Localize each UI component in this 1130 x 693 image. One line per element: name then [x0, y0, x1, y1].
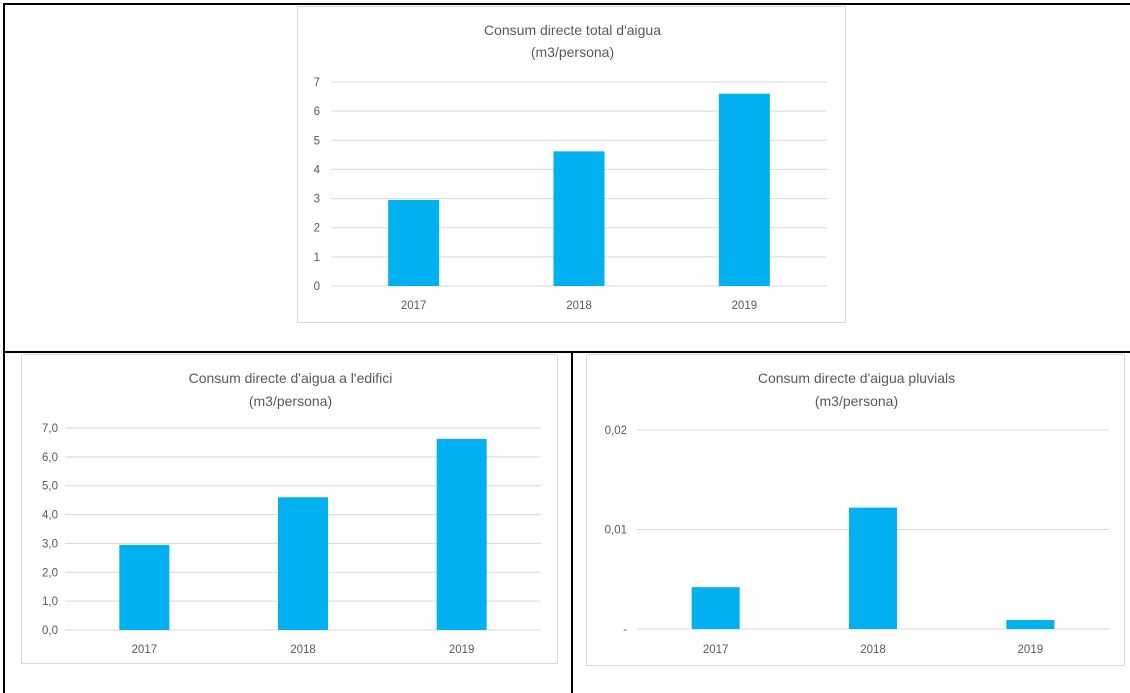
chart-panel-rainwater: Consum directe d'aigua pluvials (m3/perso…: [586, 354, 1125, 666]
table-frame-bottom-left: [3, 351, 573, 693]
x-category-label: 2019: [732, 300, 758, 312]
x-category-label: 2018: [290, 644, 316, 656]
chart-building-water-consumption: Consum directe d'aigua a l'edifici (m3/pe…: [42, 370, 541, 656]
bar-2018: [278, 497, 328, 630]
y-tick-label: 6,0: [42, 452, 58, 464]
y-tick-label: 5,0: [42, 481, 58, 493]
x-category-label: 2017: [132, 644, 158, 656]
chart-title: Consum directe d'aigua pluvials: [758, 370, 955, 386]
x-category-label: 2017: [703, 644, 729, 656]
chart-subtitle: (m3/persona): [531, 44, 614, 60]
y-tick-label: 0,01: [605, 525, 627, 537]
y-tick-label: 2: [314, 223, 320, 235]
bar-2019: [718, 93, 770, 287]
x-category-label: 2018: [566, 300, 592, 312]
y-tick-label: -: [623, 624, 627, 636]
y-tick-label: 4: [314, 164, 321, 176]
bar-2019: [436, 438, 487, 630]
chart-title: Consum directe d'aigua a l'edifici: [189, 370, 393, 386]
table-frame-top: [3, 3, 1130, 353]
y-tick-label: 0,0: [42, 625, 58, 637]
bar-2018: [849, 507, 897, 629]
x-category-label: 2017: [401, 300, 427, 312]
y-tick-label: 6: [314, 106, 320, 118]
bar-2017: [119, 544, 170, 630]
chart-subtitle: (m3/persona): [815, 393, 898, 409]
y-tick-label: 4,0: [42, 510, 58, 522]
y-tick-label: 3,0: [42, 538, 58, 550]
chart-rainwater-consumption: Consum directe d'aigua pluvials (m3/perso…: [605, 370, 1109, 656]
y-tick-label: 2,0: [42, 567, 58, 579]
y-tick-label: 0,02: [605, 425, 627, 437]
bar-2018: [553, 151, 605, 286]
y-tick-label: 5: [314, 135, 320, 147]
y-tick-label: 7,0: [42, 423, 58, 435]
y-tick-label: 1,0: [42, 596, 58, 608]
x-category-label: 2018: [860, 644, 886, 656]
y-tick-label: 7: [314, 77, 320, 89]
chart-subtitle: (m3/persona): [249, 393, 332, 409]
chart-panel-building: Consum directe d'aigua a l'edifici (m3/pe…: [21, 354, 558, 664]
bar-2019: [1006, 620, 1055, 629]
y-tick-label: 3: [314, 194, 320, 206]
y-tick-label: 1: [314, 252, 320, 264]
y-tick-label: 0: [314, 281, 320, 293]
chart-total-water-consumption: Consum directe total d'aigua (m3/persona)…: [314, 22, 827, 312]
bar-2017: [691, 587, 740, 629]
x-category-label: 2019: [1018, 644, 1044, 656]
chart-panel-total: Consum directe total d'aigua (m3/persona)…: [297, 6, 846, 323]
bar-2017: [388, 200, 440, 286]
x-category-label: 2019: [449, 644, 475, 656]
chart-title: Consum directe total d'aigua: [484, 22, 661, 38]
